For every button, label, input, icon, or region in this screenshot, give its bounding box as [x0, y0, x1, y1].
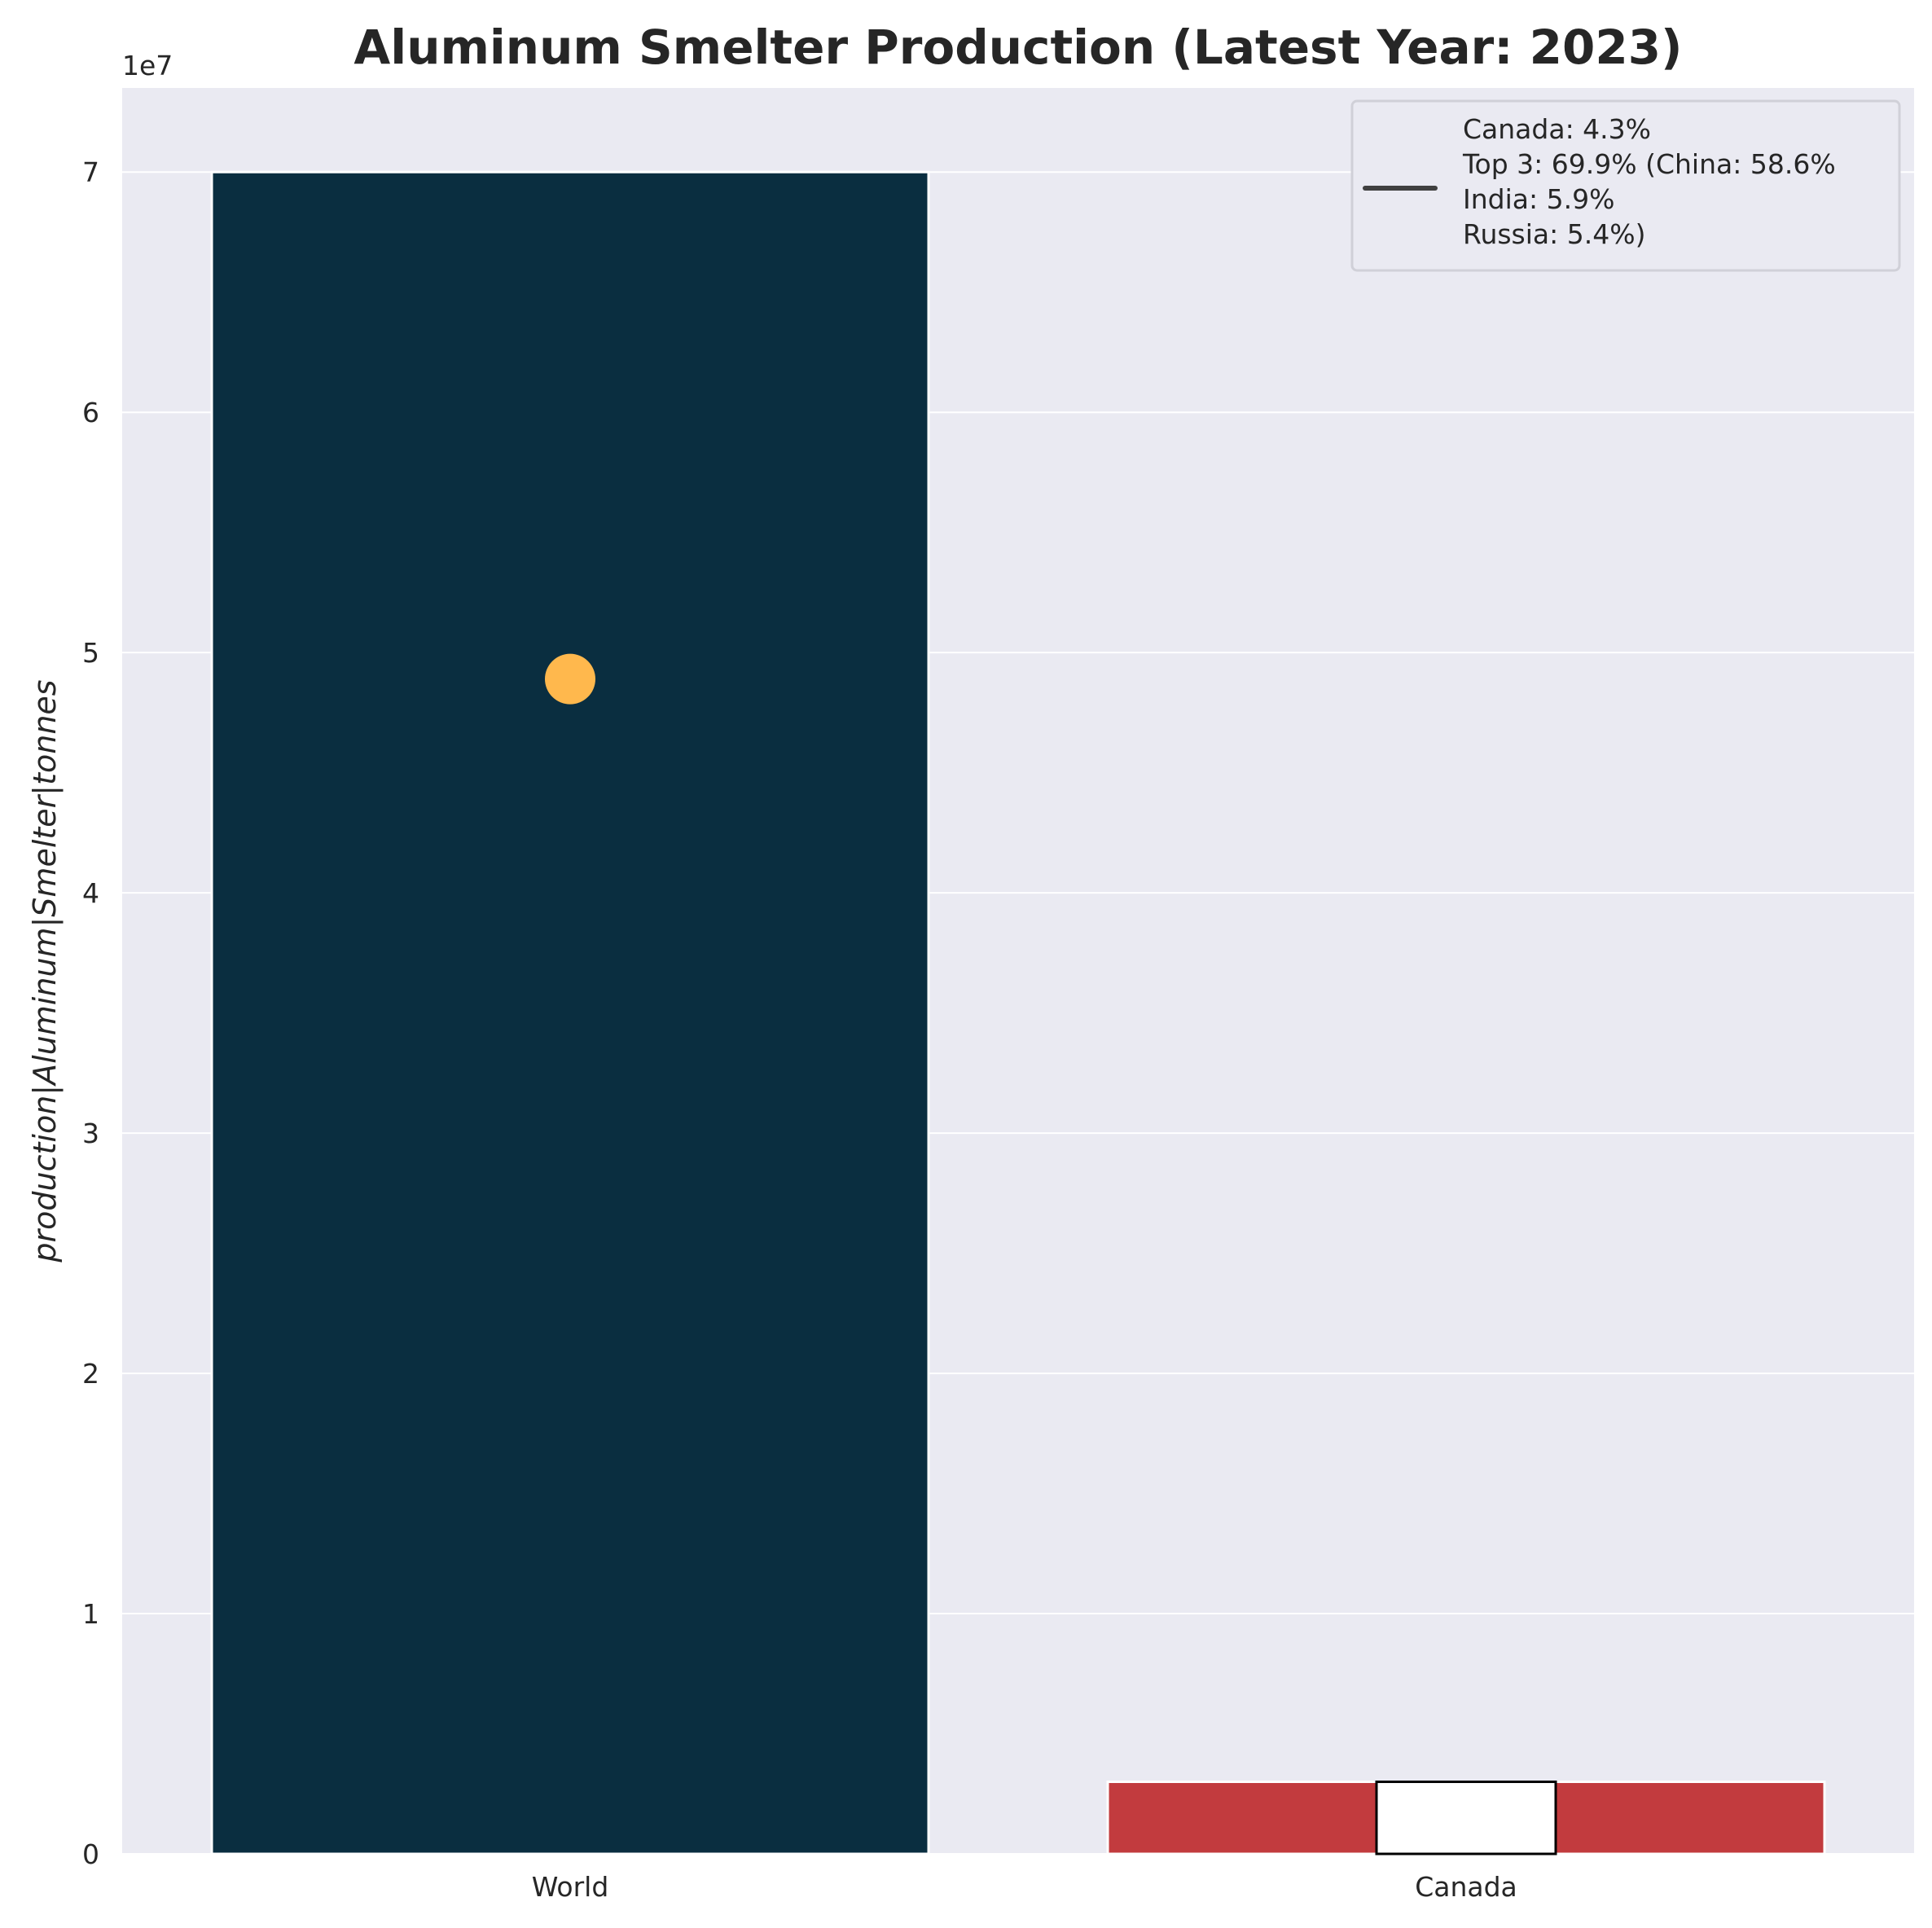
legend-line-2: Top 3: 69.9% (China: 58.6% [1462, 148, 1836, 180]
inner-box-canada [1375, 1781, 1557, 1856]
y-tick-label: 4 [82, 877, 99, 909]
y-axis-label: production|Aluminum|Smelter|tonnes [27, 679, 64, 1263]
y-axis-ticks: 0 1 2 3 4 5 6 7 [82, 156, 99, 1870]
legend: Canada: 4.3% Top 3: 69.9% (China: 58.6% … [1350, 99, 1901, 272]
chart-title: Aluminum Smelter Production (Latest Year… [353, 20, 1682, 75]
legend-box [1350, 99, 1901, 272]
marker-point [545, 653, 595, 705]
y-tick-label: 2 [82, 1358, 99, 1390]
y-tick-label: 6 [82, 397, 99, 428]
legend-line-4: Russia: 5.4%) [1463, 218, 1645, 250]
legend-line-3: India: 5.9% [1463, 183, 1614, 215]
legend-line-1: Canada: 4.3% [1463, 113, 1651, 145]
y-tick-label: 5 [82, 637, 99, 669]
bars [210, 170, 1826, 1856]
x-tick-label: Canada [1415, 1871, 1517, 1903]
y-tick-label: 7 [82, 156, 99, 188]
y-tick-label: 0 [82, 1838, 99, 1870]
y-tick-label: 1 [82, 1598, 99, 1630]
axis-scale-label: 1e7 [122, 50, 173, 81]
bar-world [210, 170, 930, 1856]
x-axis-ticks: World Canada [532, 1871, 1517, 1903]
y-tick-label: 3 [82, 1118, 99, 1149]
x-tick-label: World [532, 1871, 609, 1903]
overlays [545, 653, 1557, 1856]
